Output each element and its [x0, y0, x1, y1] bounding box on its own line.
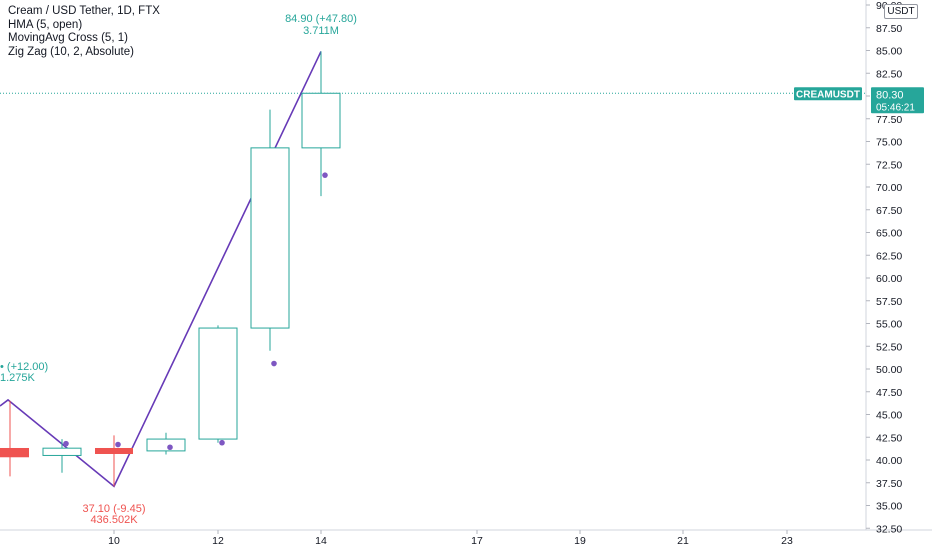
hma-point	[271, 360, 277, 367]
peak-price-change: 84.90 (+47.80)	[285, 13, 357, 25]
price-tick-label: 87.50	[876, 23, 902, 35]
price-tick-label: 82.50	[876, 68, 902, 80]
price-axis[interactable]: 32.50 35.00 37.50 40.00 42.50 45.00 47.50 50.00…	[866, 0, 902, 535]
price-tick-label: 37.50	[876, 478, 902, 490]
price-tick-label: 32.50	[876, 523, 902, 535]
price-tick-label: 45.00	[876, 410, 902, 422]
candle[interactable]	[250, 109, 290, 351]
symbol-tag-bg	[794, 87, 862, 101]
price-tick-label: 67.50	[876, 205, 902, 217]
hma-point	[63, 440, 69, 447]
price-tick-label: 77.50	[876, 114, 902, 126]
price-tick-label: 50.00	[876, 364, 902, 376]
time-axis[interactable]: 10 12 14 17 19 21 23	[108, 530, 793, 547]
price-tag-bg	[871, 87, 924, 114]
candle-body	[198, 327, 238, 440]
hma-point	[115, 441, 121, 448]
price-tick-label: 65.00	[876, 228, 902, 240]
legend-indicator-zig-zag[interactable]: Zig Zag (10, 2, Absolute)	[8, 45, 134, 58]
candle[interactable]	[198, 325, 238, 443]
candle-body	[146, 438, 186, 452]
time-tick-label: 10	[108, 535, 120, 547]
price-tick-label: 57.50	[876, 296, 902, 308]
price-tick-label: 70.00	[876, 182, 902, 194]
price-tick-label: 52.50	[876, 341, 902, 353]
trough-price-change: 37.10 (-9.45)	[83, 503, 146, 515]
time-tick-label: 14	[315, 535, 327, 547]
candle-body	[95, 447, 133, 454]
price-tick-label: 42.50	[876, 432, 902, 444]
candle[interactable]	[0, 400, 29, 477]
zig-zag-line	[0, 51, 322, 488]
left-peak-price-change: • (+12.00)	[0, 361, 48, 373]
legend-indicator-moving-avg-cross[interactable]: MovingAvg Cross (5, 1)	[8, 32, 128, 44]
hma-point	[322, 172, 328, 178]
hma-point	[219, 439, 225, 446]
peak-volume: 3.711M	[303, 25, 339, 37]
price-tick-label: 47.50	[876, 387, 902, 399]
candle-body	[250, 147, 290, 329]
trough-volume: 436.502K	[90, 514, 138, 526]
time-tick-label: 21	[677, 535, 689, 547]
price-tick-label: 55.00	[876, 319, 902, 331]
legend-indicator-hma[interactable]: HMA (5, open)	[8, 18, 83, 31]
chart-legend: Cream / USD Tether, 1D, FTX HMA (5, open…	[8, 5, 160, 59]
price-tag-value: 80.30	[876, 89, 904, 101]
price-tick-label: 72.50	[876, 159, 902, 171]
candle[interactable]	[42, 439, 82, 473]
price-tick-label: 62.50	[876, 250, 902, 262]
price-tick-label: 75.00	[876, 137, 902, 149]
time-tick-label: 19	[574, 535, 586, 547]
symbol-tag-label: CREAMUSDT	[796, 89, 860, 100]
hma-point	[167, 444, 173, 451]
price-tick-label: 35.00	[876, 501, 902, 513]
left-peak-volume: 1.275K	[0, 372, 36, 384]
candle[interactable]	[301, 51, 341, 197]
currency-button[interactable]: USDT	[884, 4, 918, 19]
candle[interactable]	[146, 432, 186, 455]
price-tick-label: 85.00	[876, 46, 902, 58]
candle-body	[0, 447, 29, 458]
time-tick-label: 23	[781, 535, 793, 547]
candle[interactable]	[95, 435, 133, 487]
candle-body	[42, 447, 82, 456]
price-tick-label: 40.00	[876, 455, 902, 467]
candle-body	[301, 92, 341, 149]
time-tick-label: 17	[471, 535, 483, 547]
legend-symbol-title: Cream / USD Tether, 1D, FTX	[8, 5, 160, 17]
price-tick-label: 60.00	[876, 273, 902, 285]
price-tag-countdown: 05:46:21	[876, 102, 915, 113]
time-tick-label: 12	[212, 535, 224, 547]
